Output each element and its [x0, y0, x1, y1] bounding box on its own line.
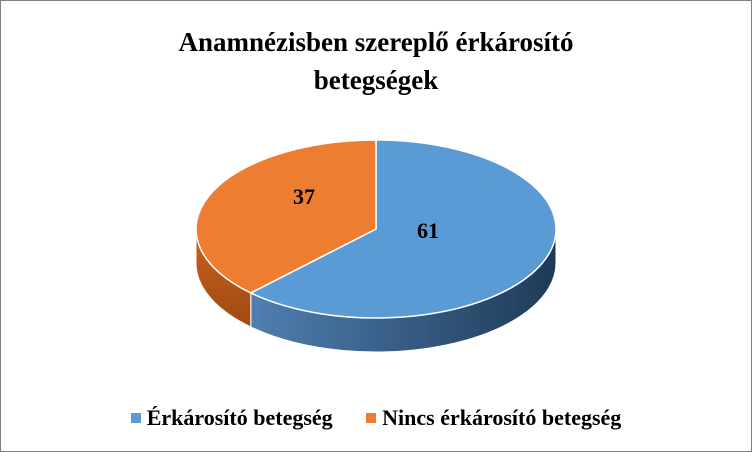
chart-title-line-1: Anamnézisben szereplő érkárosító: [178, 27, 574, 57]
data-label-1: 37: [293, 184, 315, 209]
legend-swatch-nincs: [366, 413, 377, 423]
legend-item-erkarosito: Érkárosító betegség: [130, 405, 333, 431]
chart-title: Anamnézisben szereplő érkárosító betegsé…: [1, 23, 751, 99]
legend: Érkárosító betegség Nincs érkárosító bet…: [1, 403, 751, 431]
legend-swatch-erkarosito: [130, 413, 141, 423]
data-label-0: 61: [417, 218, 439, 243]
pie-slice-0: [249, 139, 557, 319]
chart-title-line-2: betegségek: [313, 65, 439, 95]
legend-label-erkarosito: Érkárosító betegség: [146, 405, 333, 430]
legend-label-nincs: Nincs érkárosító betegség: [382, 405, 622, 430]
legend-item-nincs: Nincs érkárosító betegség: [366, 405, 621, 431]
pie-slice-1: [195, 139, 377, 294]
pie-group: 61 37: [195, 139, 557, 353]
